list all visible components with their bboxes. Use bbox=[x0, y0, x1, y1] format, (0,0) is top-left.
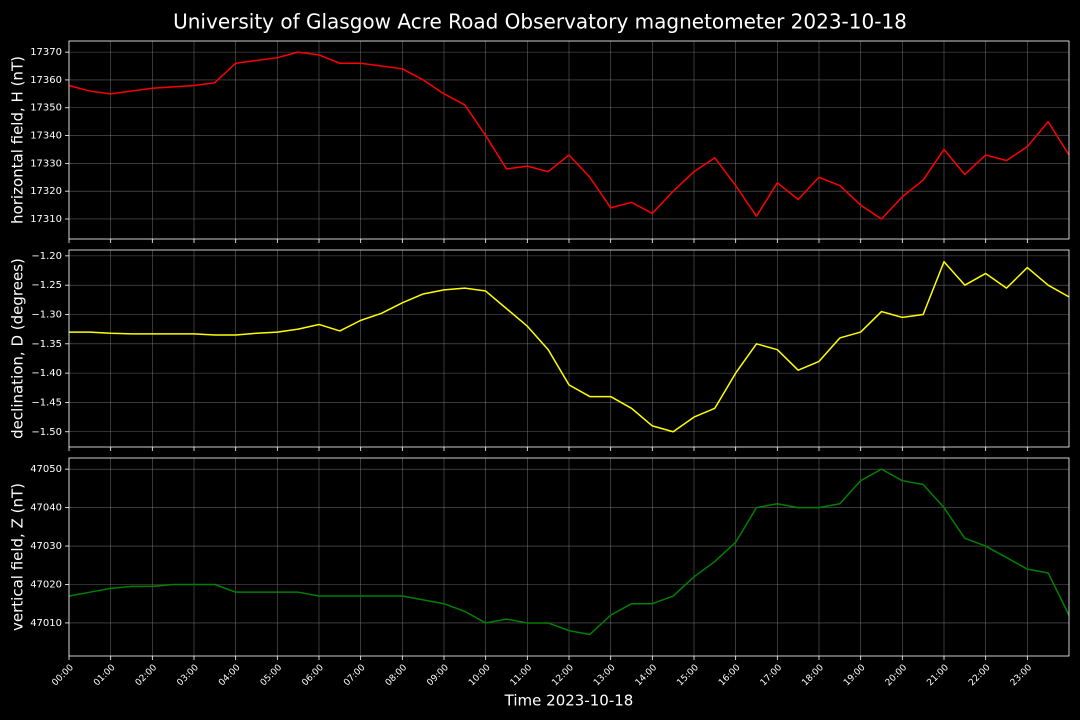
y-tick-label: 17350 bbox=[30, 103, 62, 114]
y-tick-label: −1.45 bbox=[31, 397, 62, 408]
y-tick-label: −1.20 bbox=[31, 251, 62, 262]
plot-frame bbox=[68, 249, 1070, 448]
data-line bbox=[69, 260, 1070, 433]
x-axis-label: Time 2023-10-18 bbox=[504, 692, 634, 710]
y-tick-label: 47010 bbox=[30, 618, 62, 629]
y-axis-label: horizontal field, H (nT) bbox=[9, 56, 27, 224]
chart-title: University of Glasgow Acre Road Observat… bbox=[173, 10, 907, 34]
y-tick-label: −1.25 bbox=[31, 280, 62, 291]
y-tick-label: −1.35 bbox=[31, 339, 62, 350]
y-tick-label: 17340 bbox=[30, 131, 62, 142]
y-axis-label: vertical field, Z (nT) bbox=[9, 483, 27, 631]
y-tick-label: 47050 bbox=[30, 464, 62, 475]
y-tick-label: 17320 bbox=[30, 186, 62, 197]
plot-frame bbox=[68, 457, 1070, 657]
plot-frame bbox=[68, 40, 1070, 240]
y-tick-label: 47040 bbox=[30, 503, 62, 514]
y-tick-label: 47030 bbox=[30, 541, 62, 552]
y-tick-label: 17360 bbox=[30, 75, 62, 86]
y-tick-label: −1.30 bbox=[31, 309, 62, 320]
y-tick-label: −1.40 bbox=[31, 368, 62, 379]
y-tick-label: 17330 bbox=[30, 158, 62, 169]
data-line bbox=[68, 468, 1070, 636]
y-tick-label: 17310 bbox=[30, 214, 62, 225]
y-tick-label: 47020 bbox=[30, 579, 62, 590]
y-axis-label: declination, D (degrees) bbox=[9, 258, 27, 439]
y-tick-label: 17370 bbox=[30, 47, 62, 58]
y-tick-label: −1.50 bbox=[31, 427, 62, 438]
data-line bbox=[68, 51, 1070, 220]
